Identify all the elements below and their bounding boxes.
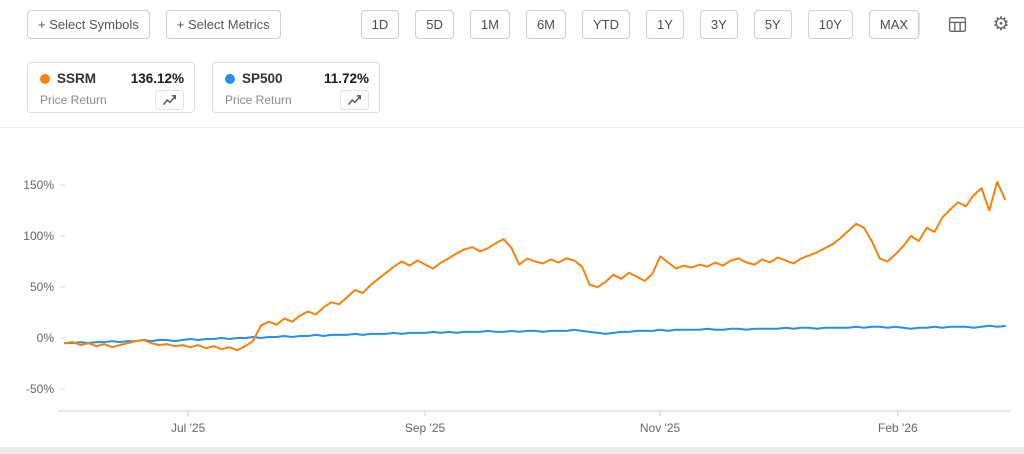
- legend-row: SSRM 136.12% Price Return SP500 11.72%: [27, 62, 380, 113]
- y-axis-label: 0%: [37, 331, 55, 345]
- metric-chart-button[interactable]: [340, 90, 369, 110]
- toolbar: + Select Symbols + Select Metrics 1D 5D 1M…: [27, 9, 1010, 39]
- range-button-ytd[interactable]: YTD: [582, 9, 631, 39]
- y-axis-label: 150%: [23, 178, 54, 192]
- chart-section: -50% 0% 50% 100% 150% Jul '25 Sep '25 Nov '25 Fe…: [0, 127, 1024, 447]
- footer-strip: [0, 447, 1024, 454]
- range-button-5d[interactable]: 5D: [415, 9, 454, 39]
- toolbar-divider: [919, 13, 921, 35]
- table-icon[interactable]: [946, 13, 968, 35]
- symbol-name: SSRM: [57, 71, 97, 86]
- range-button-1y[interactable]: 1Y: [646, 9, 684, 39]
- range-button-1d[interactable]: 1D: [360, 9, 400, 39]
- trend-icon: [347, 95, 361, 106]
- range-button-1m[interactable]: 1M: [469, 9, 510, 39]
- range-buttons: 1D 5D 1M 6M YTD 1Y 3Y 5Y 10Y MAX: [360, 9, 920, 39]
- select-metrics-button[interactable]: + Select Metrics: [165, 9, 281, 39]
- symbol-name: SP500: [242, 71, 283, 86]
- y-axis-label: 100%: [23, 229, 54, 243]
- range-button-3y[interactable]: 3Y: [699, 9, 738, 39]
- range-button-5y[interactable]: 5Y: [753, 9, 792, 39]
- x-axis-label: Feb '26: [878, 421, 918, 435]
- metric-label: Price Return: [225, 93, 292, 107]
- y-axis-label: -50%: [26, 382, 54, 396]
- select-symbols-button[interactable]: + Select Symbols: [27, 9, 150, 39]
- symbol-card-ssrm[interactable]: SSRM 136.12% Price Return: [27, 62, 195, 113]
- symbol-return-value: 11.72%: [323, 71, 369, 86]
- range-button-6m[interactable]: 6M: [525, 9, 567, 39]
- range-button-max[interactable]: MAX: [868, 9, 920, 39]
- metric-chart-button[interactable]: [155, 90, 184, 110]
- x-axis-label: Nov '25: [640, 421, 681, 435]
- series-line-ssrm: [64, 180, 1006, 352]
- range-button-10y[interactable]: 10Y: [807, 9, 853, 39]
- x-axis-label: Jul '25: [171, 421, 206, 435]
- toolbar-icons: ⚙: [919, 13, 1024, 35]
- series-line-sp500: [64, 324, 1006, 345]
- trend-icon: [162, 95, 176, 106]
- metric-label: Price Return: [40, 93, 107, 107]
- y-axis-label: 50%: [30, 280, 54, 294]
- gear-icon[interactable]: ⚙: [992, 13, 1010, 35]
- symbol-return-value: 136.12%: [130, 71, 184, 86]
- legend-dot: [225, 73, 235, 84]
- x-axis-label: Sep '25: [405, 421, 446, 435]
- price-chart[interactable]: -50% 0% 50% 100% 150% Jul '25 Sep '25 Nov '25 Fe…: [0, 128, 1024, 448]
- legend-dot: [40, 73, 50, 84]
- symbol-card-sp500[interactable]: SP500 11.72% Price Return: [212, 62, 380, 113]
